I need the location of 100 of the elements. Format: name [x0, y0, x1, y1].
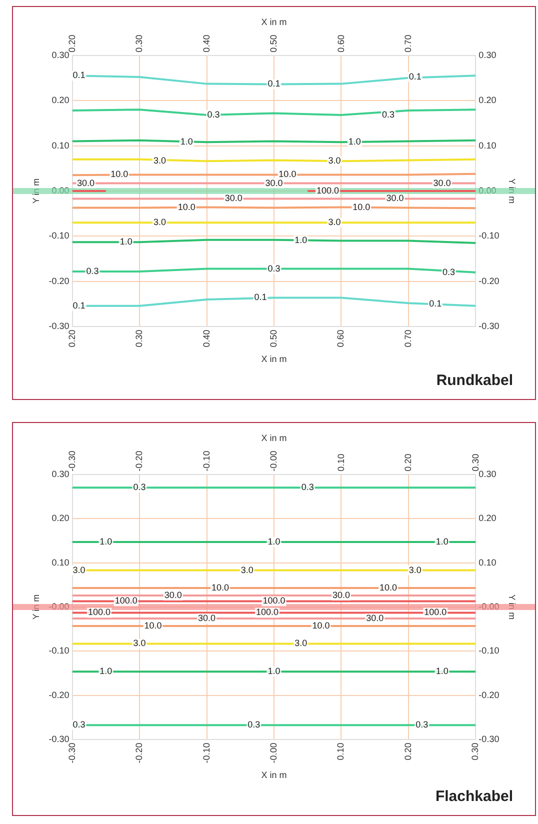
y2-tick-label: -0.20	[478, 276, 500, 286]
annotation: 30.0	[386, 193, 404, 204]
annotation: 1.0	[268, 666, 280, 676]
annotation: 3.0	[328, 156, 341, 166]
x2-tick-label: 0.30	[470, 454, 480, 472]
y2-tick-label: 0.20	[478, 513, 496, 524]
x2-tick-label: -0.10	[201, 450, 212, 472]
x2-tick-label: 0.30	[134, 330, 144, 348]
annotation: 1.0	[180, 136, 193, 147]
annotation: 0.1	[429, 298, 442, 309]
y-tick-label: -0.20	[48, 690, 70, 700]
annotation: 3.0	[153, 156, 166, 166]
annotation: 10.0	[352, 202, 370, 212]
y2-tick-label: 0.10	[478, 557, 496, 568]
x-tick-label: 0.40	[201, 34, 212, 52]
x2-tick-label: -0.20	[134, 450, 144, 472]
annotation: 10.0	[178, 202, 196, 212]
annotation: 0.3	[416, 720, 428, 730]
annotation: 10.0	[211, 582, 229, 592]
y-tick-label: 0.30	[52, 468, 70, 479]
annotation: 0.3	[301, 482, 314, 492]
y2-axis-title: Y in m	[507, 594, 518, 620]
annotation: 0.1	[254, 292, 267, 302]
y-tick-label: -0.30	[48, 734, 70, 744]
annotation: 30.0	[198, 612, 216, 623]
annotation: 30.0	[76, 178, 95, 188]
y-tick-label: 0.00	[52, 185, 70, 196]
annotation: 100.0	[88, 607, 110, 618]
annotation: 3.0	[72, 564, 86, 575]
x-tick-label: -0.20	[134, 742, 144, 764]
x-tick-label: -0.10	[201, 742, 212, 764]
x-tick-label: 0.70	[403, 34, 414, 52]
y2-tick-label: 0.00	[478, 185, 496, 196]
annotation: 1.0	[268, 536, 280, 546]
annotation: 0.3	[248, 720, 260, 730]
annotation: 0.3	[133, 482, 146, 492]
x2-axis-title: X in m	[261, 16, 287, 27]
y2-tick-label: 0.30	[478, 468, 496, 479]
annotation: 0.1	[408, 72, 422, 82]
x2-axis-title: X in m	[261, 432, 287, 443]
text: Flachkabel	[435, 788, 513, 805]
x-tick-label: -0.00	[268, 742, 278, 764]
annotation: 3.0	[133, 638, 146, 648]
annotation: 0.1	[72, 70, 86, 80]
text: Rundkabel	[436, 372, 513, 389]
x-tick-label: 0.30	[470, 742, 480, 760]
annotation: 0.3	[207, 110, 220, 120]
annotation: 1.0	[100, 666, 112, 676]
x2-tick-label: -0.00	[268, 450, 279, 472]
y-tick-label: -0.10	[48, 646, 70, 656]
y-tick-label: 0.10	[52, 557, 70, 568]
annotation: 30.0	[164, 590, 182, 600]
annotation: 10.0	[144, 620, 162, 631]
x2-tick-label: 0.50	[268, 330, 278, 348]
y-axis-title: Y in m	[30, 178, 41, 204]
x2-tick-label: 0.10	[336, 454, 346, 472]
x-tick-label: 0.60	[336, 34, 346, 52]
annotation: 3.0	[294, 638, 308, 648]
annotation: 30.0	[332, 590, 350, 600]
x-axis-title: X in m	[261, 354, 287, 364]
x2-tick-label: 0.20	[403, 454, 414, 472]
annotation: 1.0	[436, 666, 448, 676]
y-tick-label: -0.20	[48, 276, 70, 286]
y2-tick-label: 0.20	[478, 95, 496, 106]
annotation: 10.0	[278, 169, 296, 180]
y2-tick-label: -0.30	[478, 321, 500, 332]
annotation: 30.0	[366, 612, 384, 623]
x-axis-title: X in m	[261, 770, 287, 780]
x-tick-label: 0.50	[268, 34, 279, 52]
annotation: 100.0	[114, 596, 138, 606]
annotation: 30.0	[224, 193, 242, 204]
annotation: 100.0	[256, 607, 279, 618]
annotation: 0.3	[72, 720, 86, 730]
x2-tick-label: 0.60	[336, 330, 346, 348]
annotation: 10.0	[110, 169, 128, 180]
annotation: 1.0	[294, 235, 308, 246]
annotation: 1.0	[348, 136, 361, 147]
annotation: 100.0	[424, 607, 447, 618]
x2-tick-label: 0.40	[201, 330, 212, 348]
annotation: 3.0	[240, 564, 254, 575]
annotation: 0.1	[72, 300, 86, 310]
annotation: 0.3	[86, 266, 99, 276]
x-tick-label: 0.30	[134, 34, 144, 52]
annotation: 1.0	[120, 236, 132, 247]
y-tick-label: -0.10	[48, 230, 70, 241]
y2-tick-label: -0.10	[478, 646, 500, 656]
y2-tick-label: -0.20	[478, 690, 500, 700]
x-tick-label: 0.20	[402, 742, 413, 760]
x2-tick-label: 0.70	[402, 330, 413, 348]
y-tick-label: -0.30	[48, 321, 70, 332]
y2-tick-label: -0.30	[478, 734, 500, 744]
y2-tick-label: -0.10	[478, 230, 500, 241]
annotation: 3.0	[328, 217, 341, 228]
y-tick-label: 0.30	[52, 50, 70, 60]
annotation: 1.0	[436, 536, 448, 546]
annotation: 100.0	[262, 596, 286, 606]
annotation: 10.0	[380, 582, 398, 592]
x-tick-label: 0.10	[336, 742, 346, 760]
y2-tick-label: 0.10	[478, 140, 496, 150]
annotation: 10.0	[312, 620, 330, 631]
